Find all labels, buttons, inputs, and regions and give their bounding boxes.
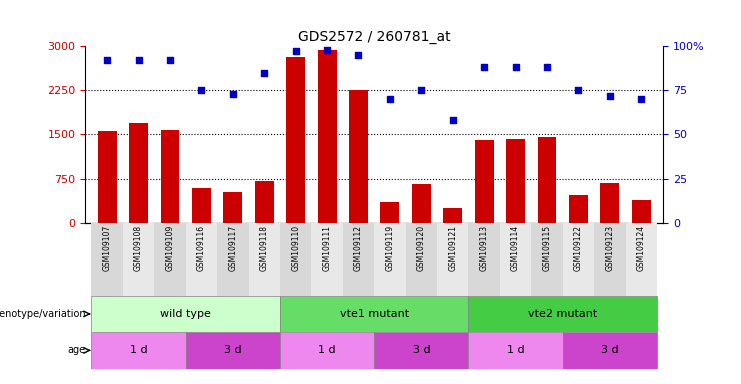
Text: GSM109119: GSM109119 — [385, 225, 394, 271]
Bar — [437, 223, 468, 296]
Bar — [186, 332, 280, 369]
Bar — [625, 223, 657, 296]
Text: GSM109124: GSM109124 — [637, 225, 645, 271]
Bar — [154, 223, 186, 296]
Point — [573, 87, 585, 93]
Bar — [255, 181, 273, 223]
Text: vte1 mutant: vte1 mutant — [339, 309, 409, 319]
Text: GSM109109: GSM109109 — [165, 225, 175, 271]
Bar — [192, 188, 211, 223]
Bar — [632, 200, 651, 223]
Bar — [224, 192, 242, 223]
Text: GSM109111: GSM109111 — [322, 225, 331, 271]
Text: GSM109110: GSM109110 — [291, 225, 300, 271]
Bar — [280, 223, 311, 296]
Point — [290, 48, 302, 55]
Bar — [280, 296, 468, 332]
Text: 3 d: 3 d — [413, 345, 430, 356]
Text: GSM109115: GSM109115 — [542, 225, 551, 271]
Bar — [343, 223, 374, 296]
Text: 1 d: 1 d — [319, 345, 336, 356]
Bar — [98, 131, 116, 223]
Point — [196, 87, 207, 93]
Text: GSM109118: GSM109118 — [260, 225, 269, 271]
Point — [353, 52, 365, 58]
Text: wild type: wild type — [160, 309, 211, 319]
Bar — [186, 223, 217, 296]
Bar — [129, 122, 148, 223]
Bar — [248, 223, 280, 296]
Point — [133, 57, 144, 63]
Bar — [506, 139, 525, 223]
Text: GSM109116: GSM109116 — [197, 225, 206, 271]
Bar — [569, 195, 588, 223]
Text: 3 d: 3 d — [224, 345, 242, 356]
Point — [604, 93, 616, 99]
Text: GSM109114: GSM109114 — [511, 225, 520, 271]
Bar — [91, 296, 280, 332]
Text: 1 d: 1 d — [507, 345, 525, 356]
Point — [635, 96, 647, 102]
Text: GSM109107: GSM109107 — [103, 225, 112, 271]
Point — [447, 117, 459, 123]
Text: GSM109120: GSM109120 — [417, 225, 426, 271]
Point — [510, 64, 522, 70]
Text: GSM109113: GSM109113 — [479, 225, 488, 271]
Bar — [280, 332, 374, 369]
Bar — [475, 140, 494, 223]
Text: GSM109122: GSM109122 — [574, 225, 583, 271]
Point — [478, 64, 490, 70]
Bar — [537, 137, 556, 223]
Bar — [562, 223, 594, 296]
Text: GSM109117: GSM109117 — [228, 225, 237, 271]
Bar — [161, 130, 179, 223]
Bar — [443, 208, 462, 223]
Text: vte2 mutant: vte2 mutant — [528, 309, 597, 319]
Bar — [123, 223, 154, 296]
Bar — [468, 296, 657, 332]
Bar — [91, 332, 186, 369]
Text: GSM109123: GSM109123 — [605, 225, 614, 271]
Title: GDS2572 / 260781_at: GDS2572 / 260781_at — [298, 30, 451, 44]
Point — [164, 57, 176, 63]
Bar — [311, 223, 343, 296]
Text: 3 d: 3 d — [601, 345, 619, 356]
Point — [227, 91, 239, 97]
Bar — [468, 223, 500, 296]
Point — [384, 96, 396, 102]
Text: GSM109112: GSM109112 — [354, 225, 363, 271]
Bar — [91, 223, 123, 296]
Text: age: age — [67, 345, 86, 356]
Point — [541, 64, 553, 70]
Text: genotype/variation: genotype/variation — [0, 309, 86, 319]
Bar — [594, 223, 625, 296]
Point — [259, 70, 270, 76]
Point — [102, 57, 113, 63]
Bar — [500, 223, 531, 296]
Bar — [468, 332, 562, 369]
Bar — [374, 332, 468, 369]
Text: GSM109108: GSM109108 — [134, 225, 143, 271]
Bar — [217, 223, 248, 296]
Text: 1 d: 1 d — [130, 345, 147, 356]
Bar — [380, 202, 399, 223]
Bar — [412, 184, 431, 223]
Bar — [349, 90, 368, 223]
Bar — [286, 57, 305, 223]
Bar — [562, 332, 657, 369]
Bar — [405, 223, 437, 296]
Bar — [318, 50, 336, 223]
Point — [321, 46, 333, 53]
Bar — [374, 223, 405, 296]
Bar — [531, 223, 562, 296]
Point — [416, 87, 428, 93]
Bar — [600, 183, 619, 223]
Text: GSM109121: GSM109121 — [448, 225, 457, 271]
